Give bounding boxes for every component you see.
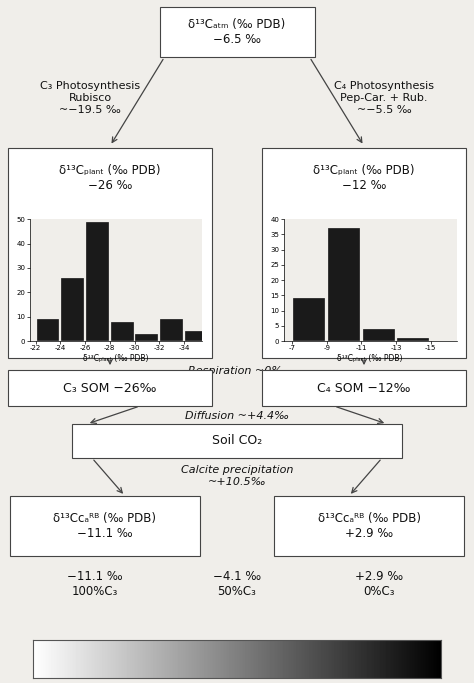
Text: C₄ Photosynthesis
Pep-Car. + Rub.
~−5.5 ‰: C₄ Photosynthesis Pep-Car. + Rub. ~−5.5 … [334, 81, 434, 115]
Bar [274, 496, 464, 556]
Text: δ¹³Cₚₗₐₙₜ (‰ PDB)
−12 ‰: δ¹³Cₚₗₐₙₜ (‰ PDB) −12 ‰ [313, 164, 415, 192]
Text: C₄ SOM −12‰: C₄ SOM −12‰ [317, 382, 410, 395]
Bar [185, 331, 208, 341]
Text: C₃ Photosynthesis
Rubisco
~−19.5 ‰: C₃ Photosynthesis Rubisco ~−19.5 ‰ [40, 81, 140, 115]
Text: C₃ SOM −26‰: C₃ SOM −26‰ [64, 382, 157, 395]
Text: Diffusion ~+4.4‰: Diffusion ~+4.4‰ [185, 411, 289, 421]
Bar [160, 319, 183, 341]
Bar [111, 322, 134, 341]
Text: δ¹³Cᴄₐᴿᴮ (‰ PDB)
−11.1 ‰: δ¹³Cᴄₐᴿᴮ (‰ PDB) −11.1 ‰ [54, 512, 156, 540]
Bar [10, 496, 200, 556]
Bar [136, 334, 158, 341]
X-axis label: δ¹³Cₚₗₐₙₜ (‰ PDB): δ¹³Cₚₗₐₙₜ (‰ PDB) [83, 354, 149, 363]
Bar [262, 370, 466, 406]
Text: Calcite precipitation
~+10.5‰: Calcite precipitation ~+10.5‰ [181, 465, 293, 487]
Bar [72, 424, 402, 458]
Text: −11.1 ‰
100%C₃: −11.1 ‰ 100%C₃ [67, 570, 123, 598]
Text: +2.9 ‰
0%C₃: +2.9 ‰ 0%C₃ [355, 570, 403, 598]
Text: δ¹³Cᴄₐᴿᴮ (‰ PDB)
+2.9 ‰: δ¹³Cᴄₐᴿᴮ (‰ PDB) +2.9 ‰ [318, 512, 420, 540]
Bar [86, 222, 109, 341]
Text: δ¹³Cₚₗₐₙₜ (‰ PDB)
−26 ‰: δ¹³Cₚₗₐₙₜ (‰ PDB) −26 ‰ [59, 164, 161, 192]
Bar [8, 148, 212, 358]
Text: −4.1 ‰
50%C₃: −4.1 ‰ 50%C₃ [213, 570, 261, 598]
Bar [397, 338, 429, 341]
X-axis label: δ¹³Cₚₗₐₙₜ (‰ PDB): δ¹³Cₚₗₐₙₜ (‰ PDB) [337, 354, 403, 363]
Bar [328, 228, 360, 341]
Text: Soil CO₂: Soil CO₂ [212, 434, 262, 447]
Text: Respiration ~0‰: Respiration ~0‰ [188, 366, 286, 376]
Bar [293, 298, 326, 341]
Bar [61, 278, 84, 341]
Bar [262, 148, 466, 358]
Bar [36, 319, 59, 341]
Bar [159, 7, 315, 57]
Bar [363, 329, 395, 341]
Bar [8, 370, 212, 406]
Text: δ¹³Cₐₜₘ (‰ PDB)
−6.5 ‰: δ¹³Cₐₜₘ (‰ PDB) −6.5 ‰ [188, 18, 286, 46]
